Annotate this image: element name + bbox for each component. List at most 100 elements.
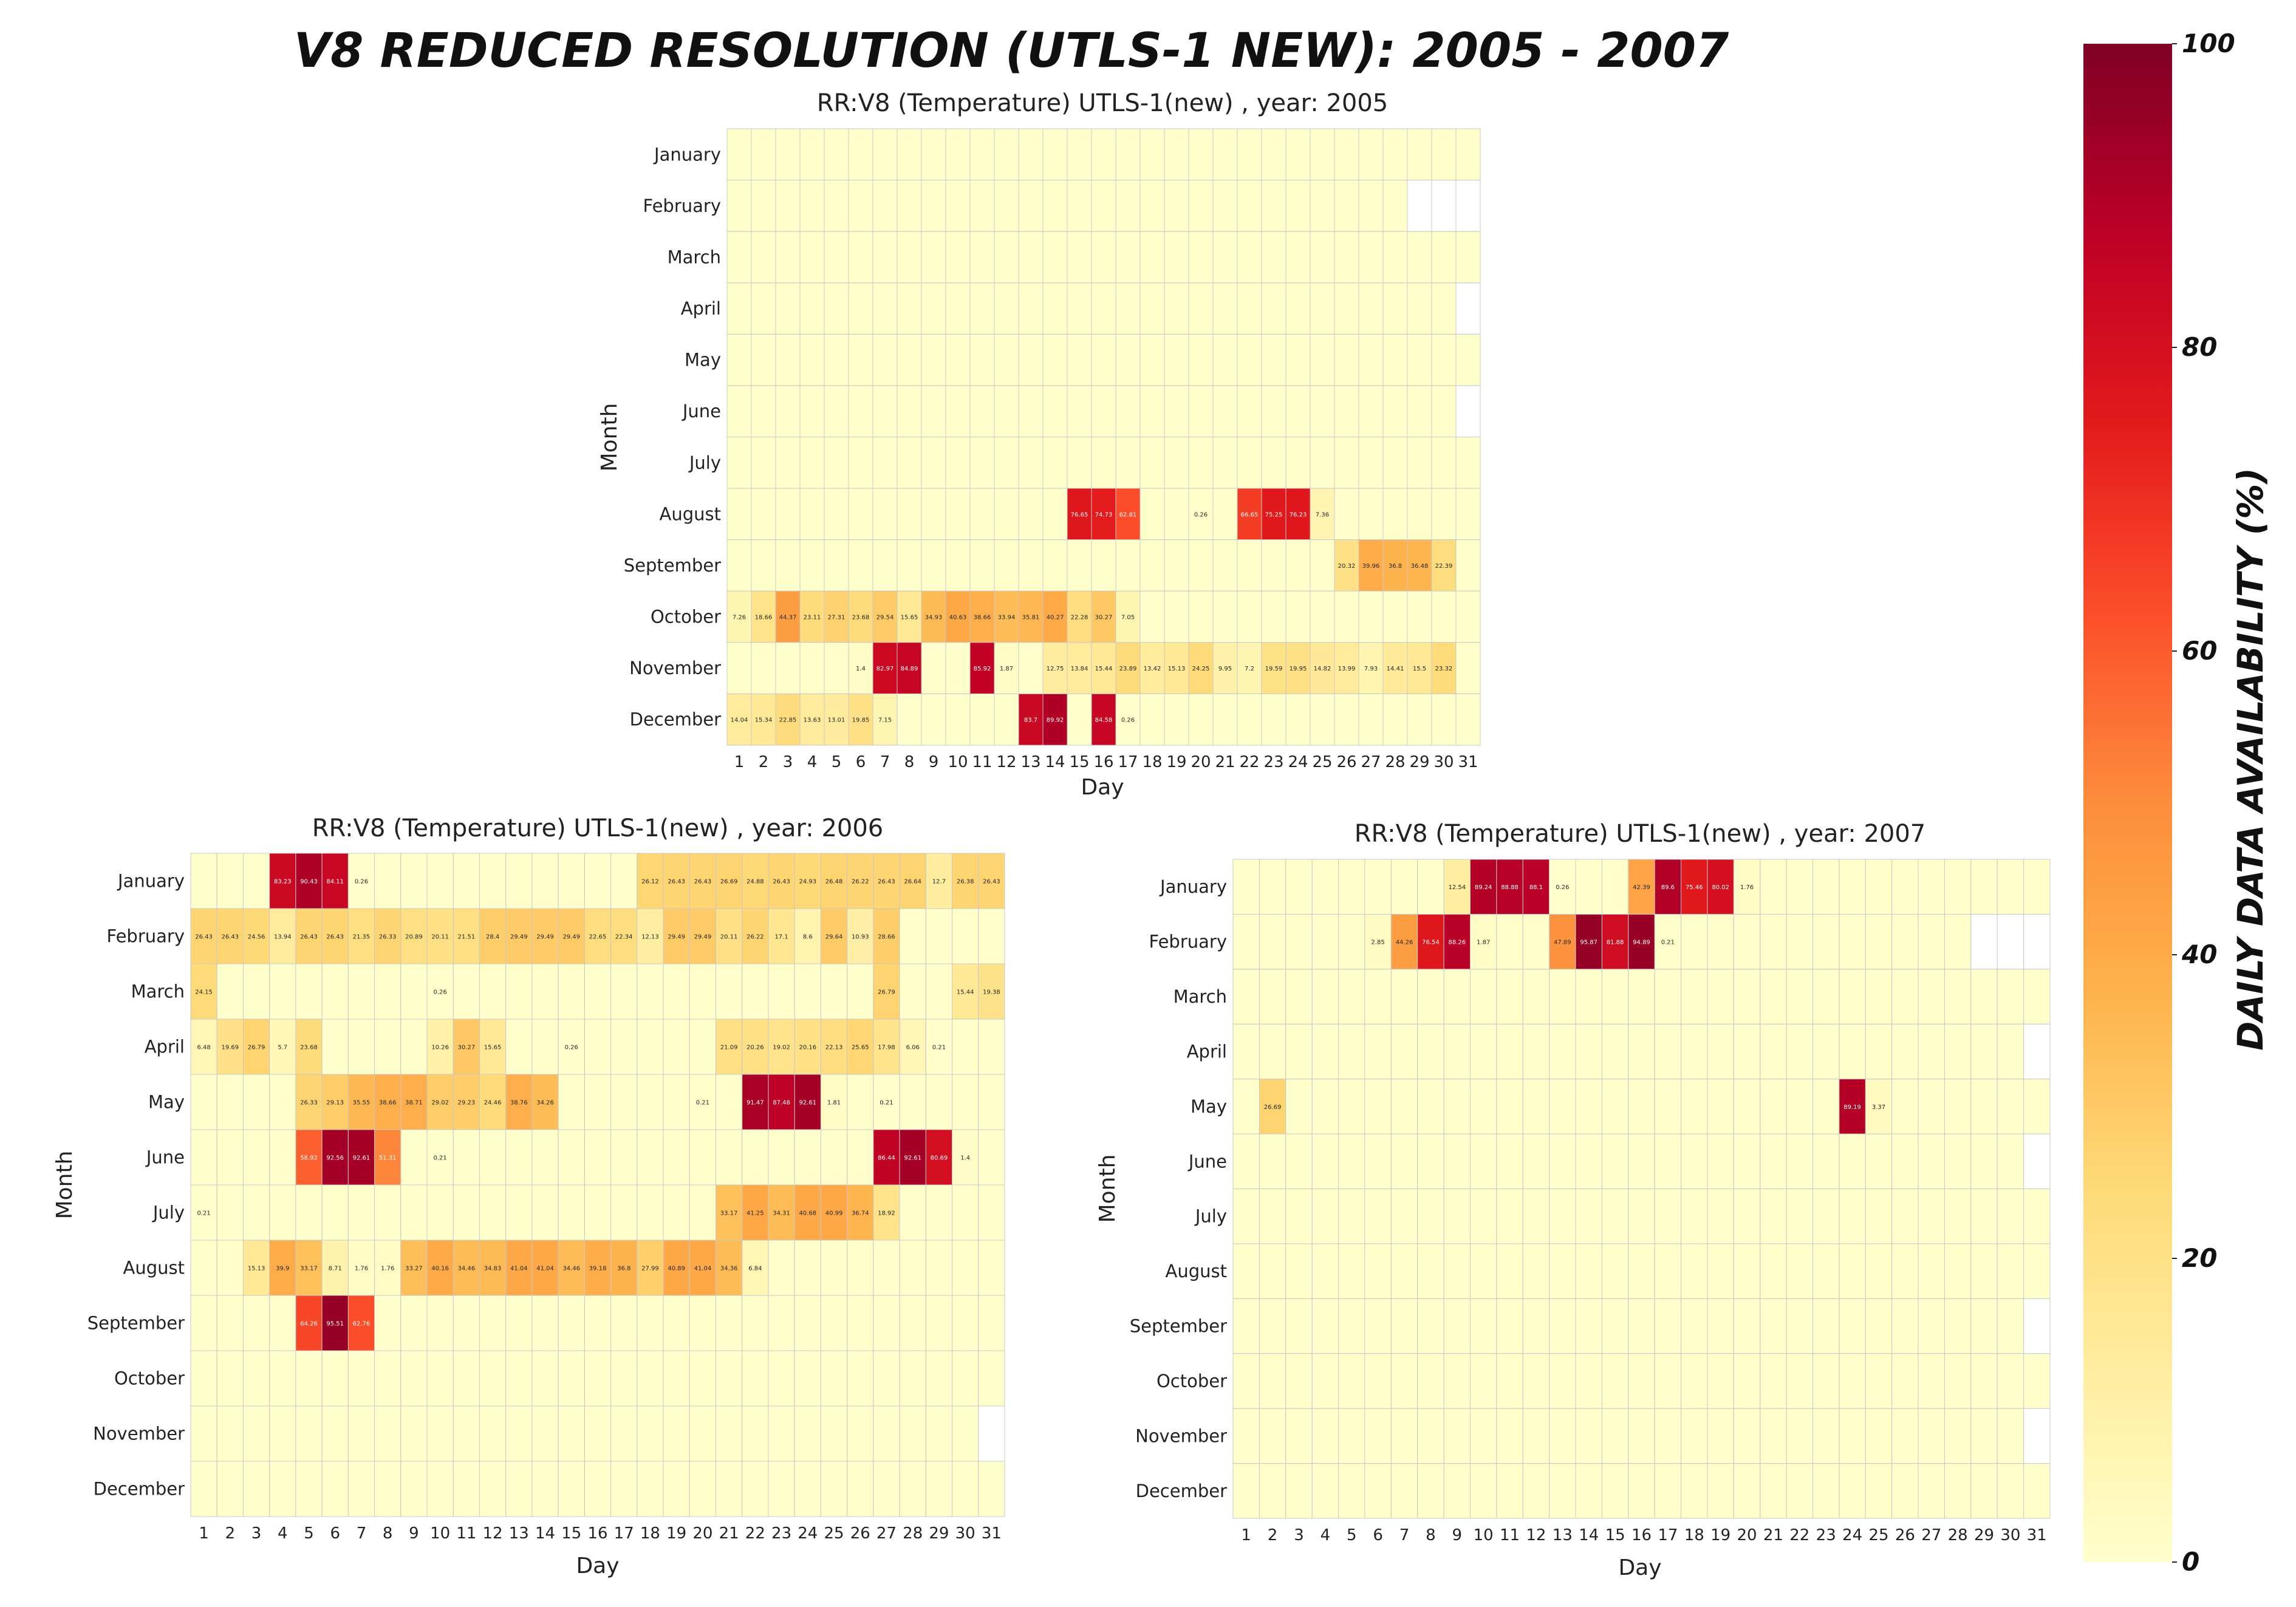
cell-value-label: 26.12: [641, 879, 659, 885]
heatmap-cell: [1164, 693, 1189, 746]
heatmap-cell: [1390, 969, 1418, 1025]
heatmap-cell: [558, 908, 585, 964]
heatmap-cell: [1522, 913, 1550, 970]
cell-value-label: 74.73: [1095, 511, 1113, 518]
heatmap-cell: [610, 908, 638, 964]
heatmap-cell: [1358, 282, 1384, 335]
heatmap-cell: [531, 853, 559, 909]
heatmap-cell: [1443, 1023, 1471, 1080]
cell-value-label: 36.8: [1389, 563, 1402, 570]
cell-value-label: 0.26: [565, 1045, 578, 1051]
heatmap-cell: [216, 1295, 244, 1351]
heatmap-cell: [558, 1461, 585, 1517]
heatmap-cell: [1390, 1298, 1418, 1354]
cell-value-label: 34.83: [484, 1266, 502, 1272]
heatmap-cell: [1443, 1408, 1471, 1464]
heatmap-cell: [1417, 1463, 1444, 1519]
heatmap-cell: [1944, 1243, 1972, 1299]
heatmap-cell: [848, 282, 873, 335]
heatmap-cell: [1407, 385, 1432, 437]
heatmap-cell: [1944, 1079, 1972, 1134]
heatmap-cell: [505, 963, 533, 1020]
heatmap-cell: [1654, 1353, 1682, 1409]
heatmap-cell: [1443, 859, 1471, 915]
heatmap-cell: [400, 1018, 428, 1075]
heatmap-cell: [1188, 385, 1214, 437]
heatmap-cell: [897, 539, 922, 592]
heatmap-cell: [1522, 1408, 1550, 1464]
heatmap-cell: [1311, 1243, 1339, 1299]
heatmap-cell: [584, 1405, 612, 1462]
heatmap-cell: [775, 437, 801, 489]
heatmap-cell: [1944, 1189, 1972, 1244]
heatmap-cell: [1839, 1023, 1866, 1080]
cell-value-label: 13.63: [804, 717, 821, 724]
y-tick-label: May: [685, 350, 721, 370]
heatmap-panel-2007: RR:V8 (Temperature) UTLS-1(new) , year: …: [1095, 820, 2051, 1580]
cell-value-label: 22.34: [615, 934, 633, 941]
heatmap-cell: [1261, 642, 1286, 694]
heatmap-cell: [1469, 859, 1497, 915]
heatmap-cell: [1042, 282, 1068, 335]
heatmap-cell: [426, 1295, 454, 1351]
heatmap-cell: [610, 963, 638, 1020]
heatmap-cell: [726, 437, 752, 489]
x-tick-label: 15: [1605, 1526, 1625, 1544]
heatmap-cell: [1237, 437, 1262, 489]
heatmap-cell: [1358, 590, 1384, 643]
heatmap-cell: [1496, 1463, 1523, 1519]
heatmap-cell: [775, 590, 801, 643]
cell-value-label: 35.55: [353, 1100, 371, 1107]
heatmap-cell: [1628, 1079, 1655, 1134]
heatmap-cell: [1601, 1243, 1629, 1299]
heatmap-cell: [531, 1405, 559, 1462]
cell-value-label: 28.66: [878, 934, 895, 941]
x-tick-label: 2: [1268, 1526, 1278, 1544]
heatmap-cell: [479, 1350, 507, 1407]
heatmap-cell: [897, 590, 922, 643]
heatmap-cell: [848, 437, 873, 489]
heatmap-cell: [1891, 1189, 1919, 1244]
heatmap-cell: [1431, 282, 1457, 335]
heatmap-cell: [1042, 590, 1068, 643]
heatmap-cell: [1334, 180, 1359, 232]
x-tick-label: 20: [1737, 1526, 1757, 1544]
y-tick-label: August: [660, 503, 722, 524]
heatmap-cell: [321, 1129, 349, 1186]
heatmap-cell: [269, 908, 296, 964]
x-tick-label: 23: [1263, 753, 1283, 771]
heatmap-cell: [1628, 1463, 1655, 1519]
heatmap-cell: [1338, 1243, 1365, 1299]
heatmap-cell: [637, 1295, 664, 1351]
heatmap-cell: [1382, 282, 1408, 335]
cell-value-label: 26.43: [983, 879, 1000, 885]
heatmap-cell: [945, 333, 971, 386]
heatmap-cell: [1139, 693, 1165, 746]
heatmap-cell: [584, 1295, 612, 1351]
heatmap-cell: [1364, 1023, 1392, 1080]
heatmap-cell: [1285, 180, 1311, 232]
heatmap-cell: [1601, 1079, 1629, 1134]
heatmap-cell: [921, 385, 946, 437]
heatmap-cell: [1139, 128, 1165, 181]
cell-value-label: 21.51: [458, 934, 476, 941]
heatmap-cell: [1358, 488, 1384, 541]
x-tick-label: 19: [1710, 1526, 1731, 1544]
heatmap-cell: [1091, 282, 1116, 335]
heatmap-cell: [921, 282, 946, 335]
cell-value-label: 26.43: [878, 879, 895, 885]
colorbar-tick-label: 80: [2182, 332, 2217, 362]
heatmap-cell: [848, 539, 873, 592]
heatmap-cell: [347, 1350, 375, 1407]
heatmap-cell: [295, 1129, 323, 1186]
cell-value-label: 29.64: [825, 934, 843, 941]
heatmap-cell: [1469, 1298, 1497, 1354]
heatmap-cell: [1865, 1408, 1893, 1464]
cell-value-label: 26.22: [852, 879, 869, 885]
heatmap-cell: [531, 963, 559, 1020]
heatmap-cell: [1139, 590, 1165, 643]
heatmap-cell: [994, 488, 1019, 541]
heatmap-cell: [899, 853, 926, 909]
heatmap-cell: [1164, 128, 1189, 181]
heatmap-cell: [768, 853, 795, 909]
